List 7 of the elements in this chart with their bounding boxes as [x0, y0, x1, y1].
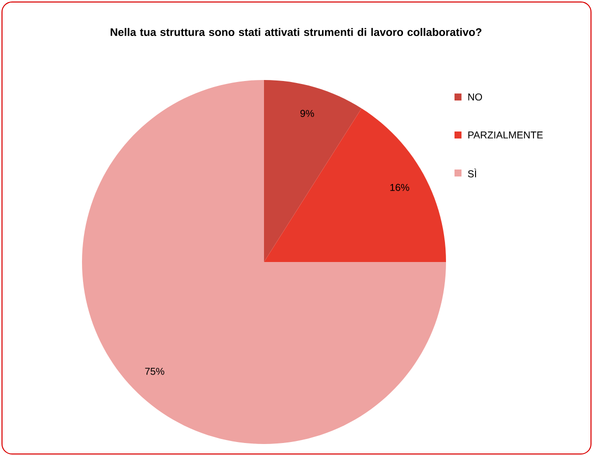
- legend-label: SÌ: [468, 168, 476, 178]
- data-label: 9%: [300, 110, 314, 117]
- chart-title: Nella tua struttura sono stati attivati strumenti di lavoro collaborativo?: [110, 28, 482, 36]
- legend-label: NO: [468, 93, 482, 101]
- legend-label: PARZIALMENTE: [468, 132, 543, 138]
- data-label: 16%: [390, 184, 410, 191]
- data-label: 75%: [145, 368, 164, 375]
